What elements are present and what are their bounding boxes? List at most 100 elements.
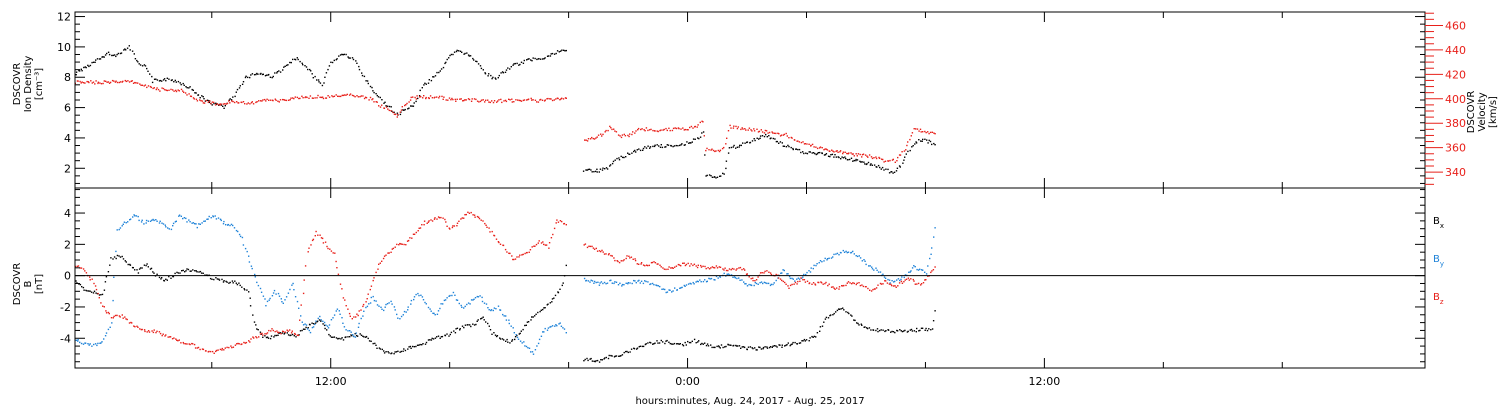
plasma-point [392, 111, 394, 114]
plasma-point [201, 95, 203, 97]
mag-point [599, 282, 601, 284]
mag-point [384, 306, 386, 308]
mag-point [872, 329, 875, 331]
plasma-point [891, 159, 894, 161]
mag-point [538, 338, 541, 341]
mag-point [347, 330, 349, 332]
plasma-point [322, 97, 325, 100]
mag-point [534, 245, 536, 247]
mag-point [678, 264, 681, 266]
mag-point [853, 282, 855, 285]
mag-point [248, 255, 250, 257]
plasma-point [754, 139, 756, 142]
mag-point [335, 337, 338, 339]
mag-point [784, 345, 786, 347]
mag-point [248, 340, 250, 342]
mag-y-title-line: [nT] [34, 274, 45, 294]
mag-point [388, 302, 390, 304]
plasma-point [364, 96, 367, 98]
mag-y-title-line: B [23, 280, 34, 287]
plasma-point [832, 150, 834, 152]
mag-point [348, 312, 351, 315]
plasma-point [562, 98, 565, 100]
plasma-point [352, 58, 355, 61]
plasma-point [741, 127, 743, 129]
mag-point [136, 325, 138, 327]
mag-point [354, 336, 357, 338]
plasma-point [97, 81, 100, 83]
plasma-point [878, 156, 880, 159]
plasma-point [358, 68, 361, 71]
mag-point [886, 282, 889, 284]
mag-point [557, 291, 560, 294]
mag-point [546, 329, 549, 331]
plasma-point [383, 107, 386, 109]
mag-point [125, 318, 127, 320]
mag-point [531, 351, 534, 353]
mag-point [321, 237, 324, 240]
mag-point [420, 294, 422, 296]
mag-point [861, 324, 863, 326]
mag-point [602, 282, 604, 285]
mag-point [906, 331, 909, 333]
mag-point [367, 293, 369, 295]
mag-point [680, 287, 682, 289]
plasma-point [817, 152, 819, 154]
mag-point [88, 290, 90, 292]
mag-point [278, 331, 280, 334]
plasma-point [156, 79, 159, 81]
mag-point [750, 284, 752, 286]
plasma-point [373, 101, 375, 103]
mag-point [855, 283, 857, 286]
mag-point [818, 262, 820, 264]
mag-point [213, 352, 215, 354]
mag-point [823, 260, 825, 262]
plasma-point [175, 90, 178, 93]
mag-point [892, 331, 895, 333]
plasma-point [813, 146, 815, 148]
mag-point [398, 244, 400, 246]
mag-point [212, 216, 215, 218]
plasma-point [394, 113, 397, 116]
plasma-point [450, 53, 453, 56]
plasma-point [708, 174, 711, 176]
plasma-point [202, 96, 204, 98]
plasma-point [652, 145, 654, 148]
plasma-point [432, 76, 434, 78]
plasma-point [428, 79, 430, 81]
mag-point [647, 281, 649, 283]
mag-point [215, 349, 218, 352]
plasma-point [523, 59, 525, 62]
mag-point [446, 225, 448, 227]
mag-point [634, 259, 637, 262]
mag-point [874, 288, 876, 290]
mag-point [265, 333, 268, 335]
mag-point [319, 315, 321, 318]
mag-point [764, 346, 766, 348]
plasma-point [619, 135, 621, 137]
plasma-point [399, 111, 401, 113]
plasma-point [467, 98, 470, 100]
mag-point [252, 336, 254, 338]
mag-point [540, 309, 542, 311]
plasma-point [143, 64, 146, 66]
mag-point [710, 344, 712, 346]
plasma-point [490, 74, 492, 77]
mag-point [537, 311, 539, 314]
plasma-point [802, 151, 804, 153]
plasma-point [184, 92, 187, 94]
mag-point [248, 291, 250, 293]
plasma-point [472, 57, 474, 60]
plasma-point [229, 102, 231, 104]
mag-point [789, 344, 791, 347]
mag-point [253, 337, 255, 339]
mag-point [891, 330, 893, 333]
plasma-point [768, 131, 771, 134]
plasma-point [738, 146, 740, 148]
mag-point [423, 224, 425, 226]
mag-point [713, 279, 715, 281]
plasma-point [139, 83, 141, 85]
plasma-point [875, 156, 877, 158]
plasma-point [587, 168, 589, 171]
plasma-point [157, 88, 160, 91]
